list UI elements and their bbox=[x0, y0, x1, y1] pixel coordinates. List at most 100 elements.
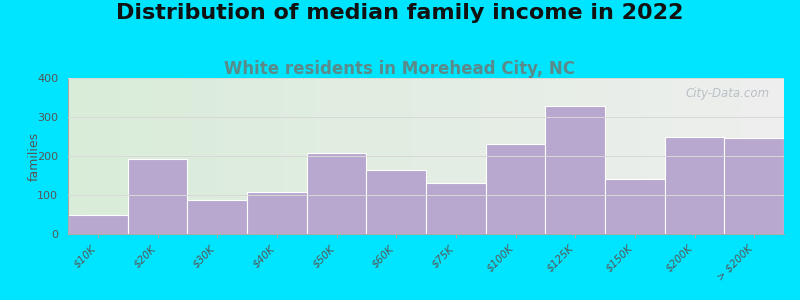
Bar bbox=[168, 78, 172, 234]
Bar bbox=[122, 78, 126, 234]
Bar bbox=[128, 159, 187, 234]
Bar bbox=[665, 137, 724, 234]
Bar bbox=[318, 78, 322, 234]
Bar bbox=[250, 78, 254, 234]
Bar bbox=[440, 78, 444, 234]
Bar bbox=[161, 78, 165, 234]
Bar bbox=[240, 78, 243, 234]
Bar bbox=[304, 78, 308, 234]
Bar bbox=[480, 78, 483, 234]
Bar bbox=[677, 78, 680, 234]
Bar bbox=[662, 78, 666, 234]
Bar bbox=[512, 78, 515, 234]
Bar bbox=[634, 78, 638, 234]
Bar bbox=[187, 200, 247, 234]
Bar bbox=[118, 78, 122, 234]
Bar bbox=[154, 78, 158, 234]
Bar bbox=[762, 78, 766, 234]
Bar bbox=[651, 78, 655, 234]
Bar bbox=[558, 78, 562, 234]
Bar bbox=[534, 78, 537, 234]
Bar bbox=[405, 78, 408, 234]
Bar bbox=[337, 78, 340, 234]
Bar bbox=[566, 78, 569, 234]
Bar bbox=[458, 78, 462, 234]
Bar bbox=[734, 78, 738, 234]
Bar bbox=[609, 78, 612, 234]
Bar bbox=[186, 78, 190, 234]
Bar bbox=[351, 78, 354, 234]
Bar bbox=[687, 78, 691, 234]
Bar bbox=[487, 78, 490, 234]
Bar bbox=[473, 78, 476, 234]
Bar bbox=[437, 78, 440, 234]
Bar bbox=[175, 78, 179, 234]
Bar bbox=[691, 78, 694, 234]
Bar bbox=[190, 78, 194, 234]
Bar bbox=[82, 78, 86, 234]
Bar bbox=[551, 78, 555, 234]
Bar bbox=[104, 78, 107, 234]
Text: City-Data.com: City-Data.com bbox=[686, 87, 770, 101]
Bar bbox=[383, 78, 386, 234]
Bar bbox=[179, 78, 182, 234]
Bar bbox=[626, 78, 630, 234]
Bar bbox=[233, 78, 236, 234]
Bar bbox=[641, 78, 644, 234]
Bar bbox=[269, 78, 272, 234]
Bar bbox=[422, 78, 426, 234]
Bar bbox=[107, 78, 111, 234]
Bar bbox=[401, 78, 405, 234]
Bar bbox=[358, 78, 362, 234]
Bar bbox=[90, 78, 93, 234]
Bar bbox=[214, 78, 218, 234]
Bar bbox=[738, 78, 741, 234]
Bar bbox=[379, 78, 383, 234]
Bar bbox=[201, 78, 204, 234]
Bar bbox=[770, 78, 774, 234]
Bar bbox=[490, 78, 494, 234]
Bar bbox=[748, 78, 752, 234]
Bar bbox=[709, 78, 713, 234]
Bar bbox=[322, 78, 326, 234]
Bar bbox=[498, 78, 501, 234]
Bar bbox=[86, 78, 90, 234]
Bar bbox=[781, 78, 784, 234]
Bar bbox=[126, 78, 129, 234]
Bar bbox=[576, 78, 580, 234]
Bar bbox=[723, 78, 726, 234]
Bar bbox=[522, 78, 526, 234]
Bar bbox=[730, 78, 734, 234]
Bar bbox=[462, 78, 466, 234]
Bar bbox=[573, 78, 576, 234]
Bar bbox=[243, 78, 247, 234]
Bar bbox=[745, 78, 748, 234]
Bar bbox=[537, 78, 541, 234]
Bar bbox=[526, 78, 530, 234]
Bar bbox=[222, 78, 226, 234]
Bar bbox=[658, 78, 662, 234]
Bar bbox=[777, 78, 781, 234]
Bar bbox=[515, 78, 519, 234]
Bar bbox=[666, 78, 670, 234]
Bar bbox=[347, 78, 351, 234]
Bar bbox=[136, 78, 140, 234]
Bar bbox=[719, 78, 723, 234]
Bar bbox=[297, 78, 301, 234]
Bar bbox=[194, 78, 197, 234]
Bar bbox=[590, 78, 594, 234]
Bar bbox=[444, 78, 447, 234]
Bar bbox=[306, 153, 366, 234]
Bar bbox=[333, 78, 337, 234]
Bar bbox=[376, 78, 379, 234]
Bar bbox=[78, 78, 82, 234]
Bar bbox=[344, 78, 347, 234]
Bar bbox=[716, 78, 719, 234]
Bar bbox=[466, 78, 469, 234]
Bar bbox=[262, 78, 265, 234]
Bar bbox=[451, 78, 454, 234]
Bar bbox=[724, 138, 784, 234]
Bar bbox=[486, 143, 546, 234]
Bar bbox=[366, 169, 426, 234]
Bar bbox=[752, 78, 755, 234]
